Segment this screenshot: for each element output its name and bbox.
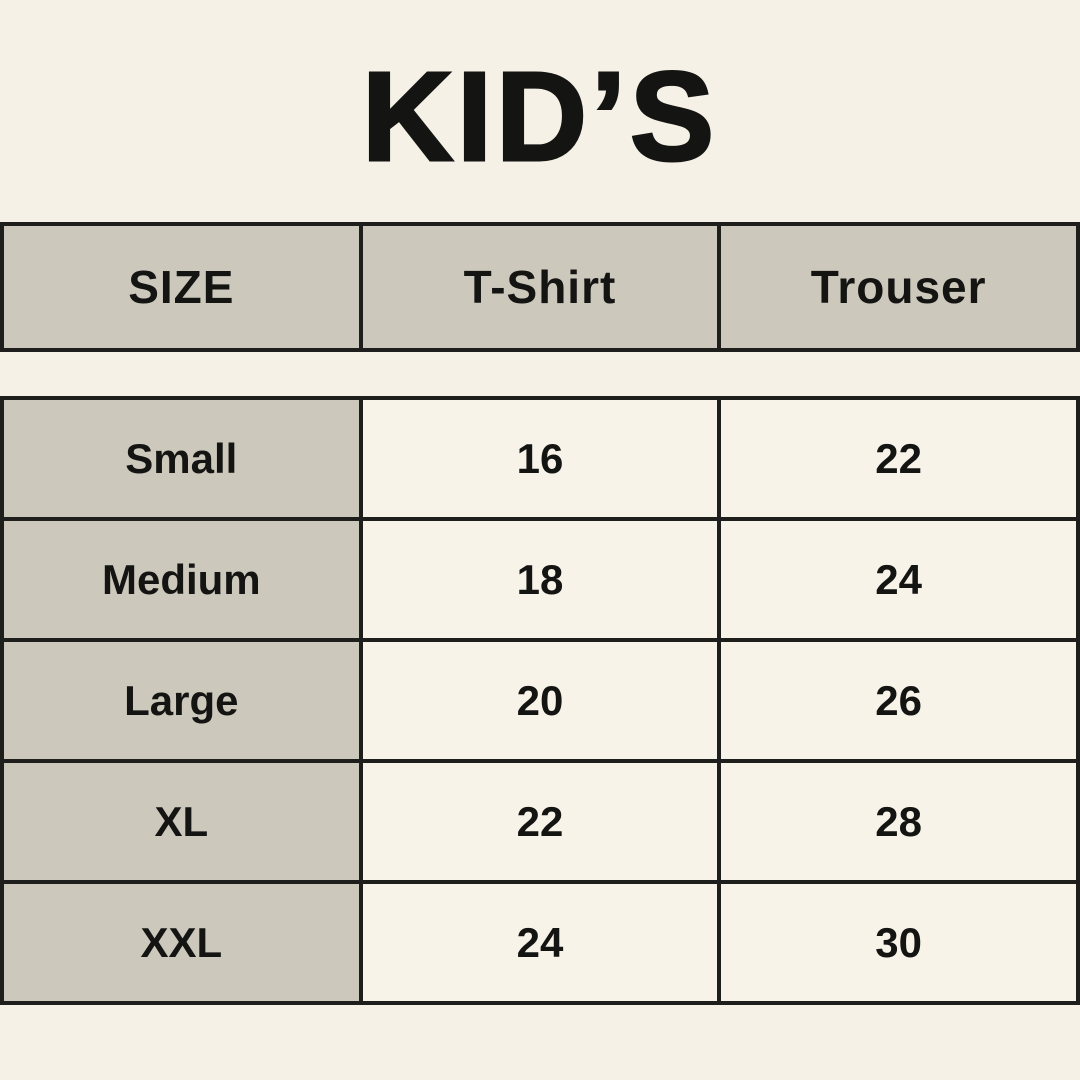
table-row-small: Small 16 22 [0,396,1080,521]
size-label-medium: Medium [0,517,363,642]
table-row-xxl: XXL 24 30 [0,880,1080,1005]
size-label-xxl: XXL [0,880,363,1005]
trouser-value-large: 26 [717,638,1080,763]
trouser-value-small: 22 [717,396,1080,521]
trouser-value-medium: 24 [717,517,1080,642]
header-cell-size: SIZE [0,222,363,352]
header-cell-tshirt: T-Shirt [358,222,722,352]
tshirt-value-medium: 18 [358,517,722,642]
trouser-value-xxl: 30 [717,880,1080,1005]
table-row-large: Large 20 26 [0,638,1080,763]
trouser-value-xl: 28 [717,759,1080,884]
header-body-gap [0,352,1080,396]
size-chart-body-table: Small 16 22 Medium 18 24 Large 20 26 XL … [0,396,1080,1005]
tshirt-value-xl: 22 [358,759,722,884]
header-row: SIZE T-Shirt Trouser [0,222,1080,352]
title-area: KID’S [0,0,1080,222]
tshirt-value-xxl: 24 [358,880,722,1005]
tshirt-value-small: 16 [358,396,722,521]
size-label-small: Small [0,396,363,521]
header-cell-trouser: Trouser [717,222,1080,352]
table-row-xl: XL 22 28 [0,759,1080,884]
page-title: KID’S [360,46,719,187]
tshirt-value-large: 20 [358,638,722,763]
size-label-large: Large [0,638,363,763]
size-chart-header-table: SIZE T-Shirt Trouser [0,222,1080,352]
table-row-medium: Medium 18 24 [0,517,1080,642]
size-label-xl: XL [0,759,363,884]
